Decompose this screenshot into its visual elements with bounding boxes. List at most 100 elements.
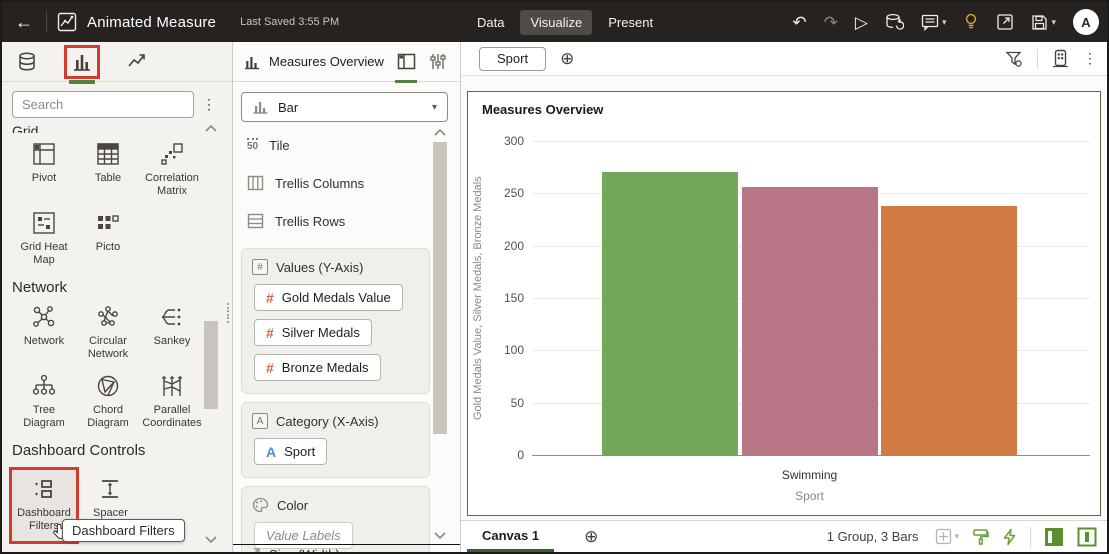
left-panel-scrollbar[interactable] (204, 321, 218, 409)
tree-diagram-icon (32, 374, 56, 395)
visualizations-panel-icon[interactable] (64, 44, 100, 84)
canvas-column: Sport ⊕ ⋮ Measures Overview (461, 42, 1107, 552)
viz-type-grid-heat-map[interactable]: Grid Heat Map (12, 210, 76, 267)
picto-icon (98, 215, 119, 229)
auto-insights-icon[interactable] (1002, 528, 1017, 546)
viz-type-pivot[interactable]: Pivot (12, 141, 76, 198)
canvas-area: Measures Overview Gold Medals Value, Sil… (461, 76, 1107, 520)
measure-icon: # (266, 289, 274, 306)
values-section-label: Values (Y-Axis) (276, 259, 364, 275)
bottom-bar: Canvas 1 ⊕ 1 Group, 3 Bars ▾ (461, 520, 1107, 552)
viz-type-spacer[interactable]: Spacer (93, 476, 128, 520)
viz-type-circular-network[interactable]: Circular Network (76, 304, 140, 361)
properties-tab-icon[interactable] (426, 50, 450, 74)
grammar-scroll-down-icon[interactable] (433, 531, 447, 540)
last-saved-label: Last Saved 3:55 PM (240, 16, 340, 28)
data-settings-icon[interactable] (1052, 49, 1069, 68)
panel-menu-icon[interactable]: ⋮ (202, 96, 216, 112)
viz-type-sankey[interactable]: Sankey (140, 304, 204, 361)
mode-tabs: Data Visualize Present (467, 2, 663, 42)
grammar-row-trellis-rows[interactable]: Trellis Rows (233, 202, 460, 240)
visualization-frame[interactable]: Measures Overview Gold Medals Value, Sil… (467, 91, 1101, 516)
canvas-style-icon[interactable] (972, 528, 989, 546)
chip-bronze-medals[interactable]: # Bronze Medals (254, 354, 381, 381)
grammar-panel-scrollbar[interactable] (433, 142, 447, 434)
dashboard-filters-icon (35, 480, 52, 498)
panel-splitter-handle[interactable] (225, 303, 230, 323)
bar-bronze-medals[interactable] (881, 205, 1017, 455)
back-button[interactable]: ← (15, 11, 33, 32)
x-axis-title: Sport (795, 489, 824, 503)
gridline (532, 141, 1090, 142)
correlation-matrix-icon (161, 143, 183, 165)
viz-type-correlation-matrix[interactable]: Correlation Matrix (140, 141, 204, 198)
grammar-scroll-up-icon[interactable] (433, 128, 447, 137)
canvas-tab-1[interactable]: Canvas 1 (467, 521, 555, 552)
scroll-down-icon[interactable] (204, 535, 218, 544)
left-panel-tabs (2, 42, 232, 84)
workbook-title: Animated Measure (87, 13, 217, 31)
filter-bar: Sport ⊕ ⋮ (461, 42, 1107, 76)
chip-silver-medals[interactable]: # Silver Medals (254, 319, 372, 346)
refresh-data-icon[interactable] (885, 13, 904, 31)
y-tick-label: 0 (517, 448, 524, 462)
chart-status-label: 1 Group, 3 Bars (826, 529, 919, 544)
preview-play-icon[interactable]: ▷ (854, 12, 868, 32)
add-canvas-icon[interactable]: ⊕ (584, 526, 599, 546)
canvas-menu-icon[interactable]: ⋮ (1083, 50, 1097, 66)
add-filter-icon[interactable]: ⊕ (560, 48, 575, 68)
chip-gold-medals-value[interactable]: # Gold Medals Value (254, 284, 403, 311)
bottombar-divider (1030, 526, 1031, 547)
redo-icon: ↷ (823, 12, 838, 32)
save-menu-icon[interactable]: ▾ (1031, 14, 1056, 31)
insights-lightbulb-icon[interactable] (963, 13, 979, 31)
bar-silver-medals[interactable] (742, 187, 878, 455)
search-input[interactable] (12, 91, 194, 118)
chip-sport[interactable]: A Sport (254, 438, 328, 465)
user-avatar[interactable]: A (1073, 9, 1099, 35)
dashboard-filters-tooltip: Dashboard Filters (62, 519, 185, 542)
scroll-up-icon[interactable] (204, 124, 218, 133)
analytics-panel-icon[interactable] (124, 49, 150, 75)
viz-title: Measures Overview (269, 54, 384, 69)
viz-type-chord-diagram[interactable]: Chord Diagram (76, 373, 140, 430)
viz-type-picto[interactable]: Picto (76, 210, 140, 267)
filter-settings-icon[interactable] (1005, 50, 1023, 68)
chart-type-select[interactable]: Bar ▾ (241, 92, 448, 122)
attribute-type-icon: A (252, 413, 268, 429)
bar-chart-icon (253, 102, 268, 114)
category-section-label: Category (X-Axis) (276, 413, 379, 429)
workbook-icon (57, 12, 77, 32)
grammar-tab-icon[interactable] (394, 50, 418, 83)
viz-type-network[interactable]: Network (12, 304, 76, 361)
network-icon (33, 306, 55, 327)
table-icon (97, 143, 119, 165)
filter-chip-sport[interactable]: Sport (479, 46, 547, 71)
undo-icon[interactable]: ↶ (792, 12, 807, 32)
y-tick-label: 300 (503, 134, 524, 148)
y-tick-label: 50 (510, 395, 524, 410)
viz-title-bar-icon (245, 56, 259, 69)
select-caret-icon: ▾ (431, 101, 437, 113)
viz-type-tree-diagram[interactable]: Tree Diagram (12, 373, 76, 430)
tab-visualize[interactable]: Visualize (520, 9, 593, 35)
layout-panel-left-icon[interactable] (1044, 527, 1064, 547)
tab-present[interactable]: Present (608, 14, 654, 30)
grammar-row-tile[interactable]: 50 Tile (247, 137, 290, 153)
topbar-divider (46, 11, 47, 33)
viz-type-table[interactable]: Table (76, 141, 140, 198)
layout-panel-center-icon[interactable] (1077, 527, 1097, 547)
category-x-axis-section: A Category (X-Axis) A Sport (241, 402, 430, 478)
more-section-title[interactable]: More (2, 544, 232, 552)
viz-type-parallel-coordinates[interactable]: Parallel Coordinates (140, 373, 204, 430)
grammar-row-trellis-columns[interactable]: Trellis Columns (233, 164, 460, 202)
x-axis-line (532, 455, 1090, 456)
open-in-new-icon[interactable] (996, 13, 1014, 31)
data-panel-icon[interactable] (14, 49, 40, 75)
bar-gold-medals-value[interactable] (602, 172, 738, 455)
layout-grid-menu-icon: ▾ (935, 528, 959, 545)
grammar-panel-header: Measures Overview (233, 42, 460, 83)
save-caret-icon: ▾ (1051, 16, 1056, 27)
comments-menu-icon[interactable]: ▾ (921, 14, 946, 31)
tab-data[interactable]: Data (477, 14, 505, 30)
